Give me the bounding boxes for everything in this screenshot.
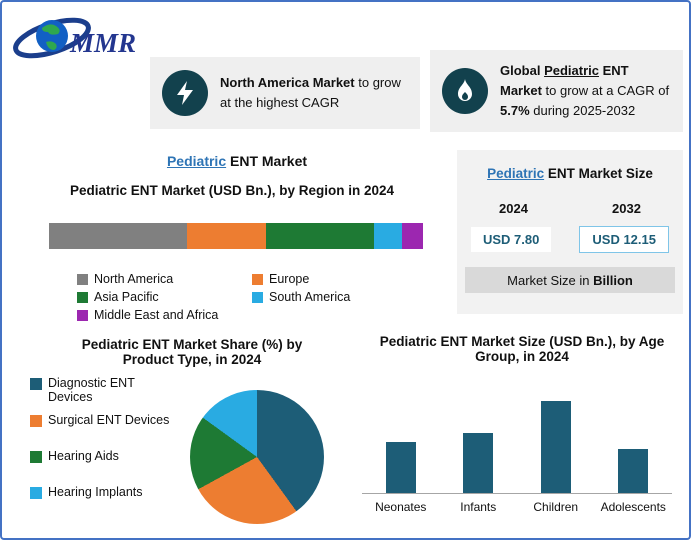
market-size-panel: Pediatric ENT Market Size 2024 2032 USD … [457,150,683,314]
legend-label-asia-pacific: Asia Pacific [94,290,159,304]
xlabel-neonates: Neonates [375,500,427,514]
region-stack-segment-1 [187,223,266,249]
value-2024: USD 7.80 [471,227,552,252]
age-axis-labels: Neonates Infants Children Adolescents [362,500,672,514]
legend-label-diagnostic: Diagnostic ENT Devices [48,376,135,404]
footnote-normal: Market Size in [507,272,590,288]
brand-logo: MMR [10,8,140,75]
legend-label-surgical: Surgical ENT Devices [48,413,170,427]
legend-swatch-south-america [252,292,263,303]
region-section-title: Pediatric ENT Market [42,153,432,169]
market-size-values: USD 7.80 USD 12.15 [457,226,683,253]
market-size-footnote: Market Size in Billion [465,267,675,293]
value-2032: USD 12.15 [579,226,669,253]
region-title-rest: ENT Market [226,153,308,169]
xlabel-children: Children [533,500,579,514]
region-stack-segment-2 [265,223,375,249]
bar-col-children [540,401,571,493]
legend-label-europe: Europe [269,272,310,286]
bar-children [540,401,571,493]
legend-swatch-diagnostic [30,378,42,390]
region-title-lead: Pediatric [166,153,227,169]
legend-item-asia-pacific: Asia Pacific [77,290,159,304]
bar-infants [463,433,494,493]
legend-item-north-america: North America [77,272,173,286]
bar-adolescents [618,449,649,493]
product-type-pie-chart [190,390,324,524]
flame-icon [442,68,488,114]
legend-swatch-north-america [77,274,88,285]
region-stack-segment-3 [374,223,403,249]
logo-text: MMR [69,28,136,58]
market-size-title-rest: ENT Market Size [544,166,653,181]
callout-na-bold: North America Market [220,74,355,90]
legend-swatch-hearing-aids [30,451,42,463]
market-size-title: Pediatric ENT Market Size [457,166,683,181]
legend-label-hearing-aids: Hearing Aids [48,449,119,463]
age-bar-plot [362,387,672,494]
legend-item-europe: Europe [252,272,309,286]
xlabel-infants: Infants [460,500,497,514]
legend-swatch-mea [77,310,88,321]
footnote-bold: Billion [593,272,633,288]
legend-item-diagnostic: Diagnostic ENT Devices [30,376,165,404]
region-stack-segment-0 [49,223,188,249]
bar-col-neonates [385,442,416,493]
callout-global-text: Global Pediatric ENT Market to grow at a… [500,61,671,121]
legend-label-south-america: South America [269,290,351,304]
legend-item-south-america: South America [252,290,350,304]
legend-item-mea: Middle East and Africa [77,308,218,322]
legend-swatch-surgical [30,415,42,427]
bar-col-infants [463,433,494,493]
pie-chart-title: Pediatric ENT Market Share (%) by Produc… [81,337,303,367]
global-seg5: 5.7% [500,103,530,119]
global-seg4: to grow at a CAGR of [541,82,670,98]
market-size-years: 2024 2032 [457,201,683,216]
legend-label-mea: Middle East and Africa [94,308,219,322]
lightning-icon [162,70,208,116]
region-stack-segment-4 [402,223,423,249]
region-stacked-bar [49,223,423,249]
legend-label-north-america: North America [94,272,174,286]
globe-logo-icon: MMR [13,17,136,59]
callout-north-america-text: North America Market to grow at the high… [220,73,408,113]
year-2032: 2032 [612,201,641,216]
xlabel-adolescents: Adolescents [600,500,666,514]
market-size-title-lead: Pediatric [487,166,545,181]
bar-col-adolescents [618,449,649,493]
global-seg2: Pediatric [544,62,599,78]
bar-neonates [385,442,416,493]
region-chart-title: Pediatric ENT Market (USD Bn.), by Regio… [69,183,395,198]
legend-swatch-hearing-implants [30,487,42,499]
global-seg1: Global [500,62,545,78]
global-seg3: ENT Market [500,62,629,98]
legend-item-hearing-aids: Hearing Aids [30,449,180,463]
legend-swatch-europe [252,274,263,285]
callout-na-rest: to grow at the highest CAGR [220,74,401,110]
callout-north-america: North America Market to grow at the high… [150,57,420,129]
legend-item-surgical: Surgical ENT Devices [30,413,180,427]
callout-global-cagr: Global Pediatric ENT Market to grow at a… [430,50,683,132]
legend-item-hearing-implants: Hearing Implants [30,485,180,499]
global-seg6: during 2025-2032 [529,103,636,119]
year-2024: 2024 [499,201,528,216]
legend-swatch-asia-pacific [77,292,88,303]
age-chart-title: Pediatric ENT Market Size (USD Bn.), by … [379,334,665,364]
legend-label-hearing-implants: Hearing Implants [48,485,143,499]
